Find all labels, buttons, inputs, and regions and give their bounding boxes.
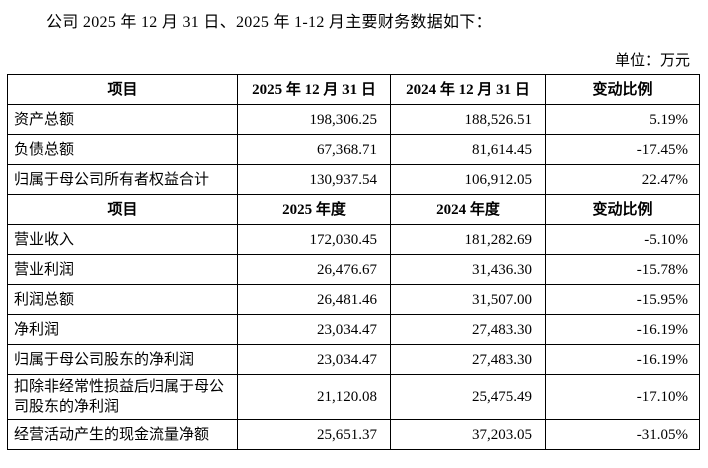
item-cell: 归属于母公司所有者权益合计 <box>7 164 238 195</box>
table-header-row: 项目 2025 年度 2024 年度 变动比例 <box>7 194 700 225</box>
change-cell: 22.47% <box>545 164 700 195</box>
current-cell: 23,034.47 <box>237 314 391 345</box>
prior-cell: 181,282.69 <box>390 224 546 255</box>
unit-label: 单位：万元 <box>614 53 690 69</box>
header-cell-change: 变动比例 <box>545 194 700 225</box>
change-cell: -16.19% <box>545 344 700 375</box>
item-cell: 营业收入 <box>7 224 238 255</box>
current-cell: 26,476.67 <box>237 254 391 285</box>
item-cell: 归属于母公司股东的净利润 <box>7 344 238 375</box>
table-row: 经营活动产生的现金流量净额 25,651.37 37,203.05 -31.05% <box>7 419 700 450</box>
table-row: 营业利润 26,476.67 31,436.30 -15.78% <box>7 254 700 285</box>
item-cell: 扣除非经常性损益后归属于母公司股东的净利润 <box>7 374 238 420</box>
prior-cell: 31,507.00 <box>390 284 546 315</box>
prior-cell: 81,614.45 <box>390 134 546 165</box>
table-row: 利润总额 26,481.46 31,507.00 -15.95% <box>7 284 700 315</box>
change-cell: -16.19% <box>545 314 700 345</box>
current-cell: 67,368.71 <box>237 134 391 165</box>
change-cell: -15.78% <box>545 254 700 285</box>
header-cell-current: 2025 年度 <box>237 194 391 225</box>
financial-table-body: 项目 2025 年 12 月 31 日 2024 年 12 月 31 日变动比例 资产… <box>7 74 700 450</box>
document-page: 公司 2025 年 12 月 31 日、2025 年 1-12 月主要财务数据如… <box>0 13 708 450</box>
table-header-row: 项目 2025 年 12 月 31 日 2024 年 12 月 31 日变动比例 <box>7 74 700 105</box>
prior-cell: 188,526.51 <box>390 104 546 135</box>
header-cell-prior: 2024 年度 <box>390 194 546 225</box>
change-cell: -15.95% <box>545 284 700 315</box>
table-row: 净利润 23,034.47 27,483.30 -16.19% <box>7 314 700 345</box>
change-cell: -5.10% <box>545 224 700 255</box>
table-row: 归属于母公司股东的净利润 23,034.47 27,483.30 -16.19% <box>7 344 700 375</box>
current-cell: 26,481.46 <box>237 284 391 315</box>
item-cell: 经营活动产生的现金流量净额 <box>7 419 238 450</box>
header-cell-change: 变动比例 <box>545 74 700 105</box>
change-cell: -17.45% <box>545 134 700 165</box>
prior-cell: 27,483.30 <box>390 344 546 375</box>
header-cell-current: 2025 年 12 月 31 日 <box>237 74 391 105</box>
table-row: 扣除非经常性损益后归属于母公司股东的净利润 21,120.08 25,475.49-… <box>7 374 700 420</box>
table-row: 营业收入 172,030.45 181,282.69 -5.10% <box>7 224 700 255</box>
item-cell: 负债总额 <box>7 134 238 165</box>
change-cell: -17.10% <box>545 374 700 420</box>
current-cell: 130,937.54 <box>237 164 391 195</box>
financial-table: 项目 2025 年 12 月 31 日 2024 年 12 月 31 日变动比例 资产… <box>7 74 700 450</box>
header-cell-prior: 2024 年 12 月 31 日 <box>390 74 546 105</box>
table-row: 资产总额 198,306.25 188,526.51 5.19% <box>7 104 700 135</box>
current-cell: 21,120.08 <box>237 374 391 420</box>
prior-cell: 106,912.05 <box>390 164 546 195</box>
header-cell-item: 项目 <box>7 194 238 225</box>
item-cell: 利润总额 <box>7 284 238 315</box>
current-cell: 172,030.45 <box>237 224 391 255</box>
change-cell: 5.19% <box>545 104 700 135</box>
item-cell: 净利润 <box>7 314 238 345</box>
item-cell: 营业利润 <box>7 254 238 285</box>
current-cell: 25,651.37 <box>237 419 391 450</box>
current-cell: 198,306.25 <box>237 104 391 135</box>
page-title: 公司 2025 年 12 月 31 日、2025 年 1-12 月主要财务数据如… <box>46 14 492 31</box>
prior-cell: 27,483.30 <box>390 314 546 345</box>
prior-cell: 25,475.49 <box>390 374 546 420</box>
item-cell: 资产总额 <box>7 104 238 135</box>
prior-cell: 31,436.30 <box>390 254 546 285</box>
current-cell: 23,034.47 <box>237 344 391 375</box>
change-cell: -31.05% <box>545 419 700 450</box>
prior-cell: 37,203.05 <box>390 419 546 450</box>
table-row: 负债总额 67,368.71 81,614.45 -17.45% <box>7 134 700 165</box>
table-row: 归属于母公司所有者权益合计 130,937.54 106,912.05 22.47% <box>7 164 700 195</box>
header-cell-item: 项目 <box>7 74 238 105</box>
